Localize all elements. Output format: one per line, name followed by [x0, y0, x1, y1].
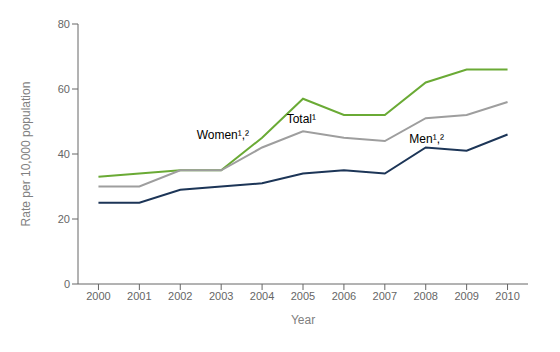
svg-text:40: 40	[58, 148, 70, 160]
svg-text:2007: 2007	[373, 290, 397, 302]
svg-text:2006: 2006	[332, 290, 356, 302]
svg-text:Total¹: Total¹	[287, 112, 316, 126]
svg-text:2008: 2008	[413, 290, 437, 302]
svg-text:0: 0	[64, 278, 70, 290]
svg-text:Men¹,²: Men¹,²	[409, 132, 444, 146]
svg-text:2000: 2000	[86, 290, 110, 302]
svg-text:Women¹,²: Women¹,²	[197, 128, 249, 142]
svg-text:80: 80	[58, 18, 70, 30]
svg-text:2005: 2005	[291, 290, 315, 302]
svg-text:20: 20	[58, 213, 70, 225]
svg-text:Year: Year	[291, 313, 315, 327]
svg-text:2002: 2002	[168, 290, 192, 302]
svg-text:2010: 2010	[495, 290, 519, 302]
svg-text:60: 60	[58, 83, 70, 95]
svg-text:Rate per 10,000 population: Rate per 10,000 population	[19, 82, 33, 227]
svg-text:2003: 2003	[209, 290, 233, 302]
svg-text:2004: 2004	[250, 290, 274, 302]
svg-text:2001: 2001	[127, 290, 151, 302]
svg-text:2009: 2009	[454, 290, 478, 302]
